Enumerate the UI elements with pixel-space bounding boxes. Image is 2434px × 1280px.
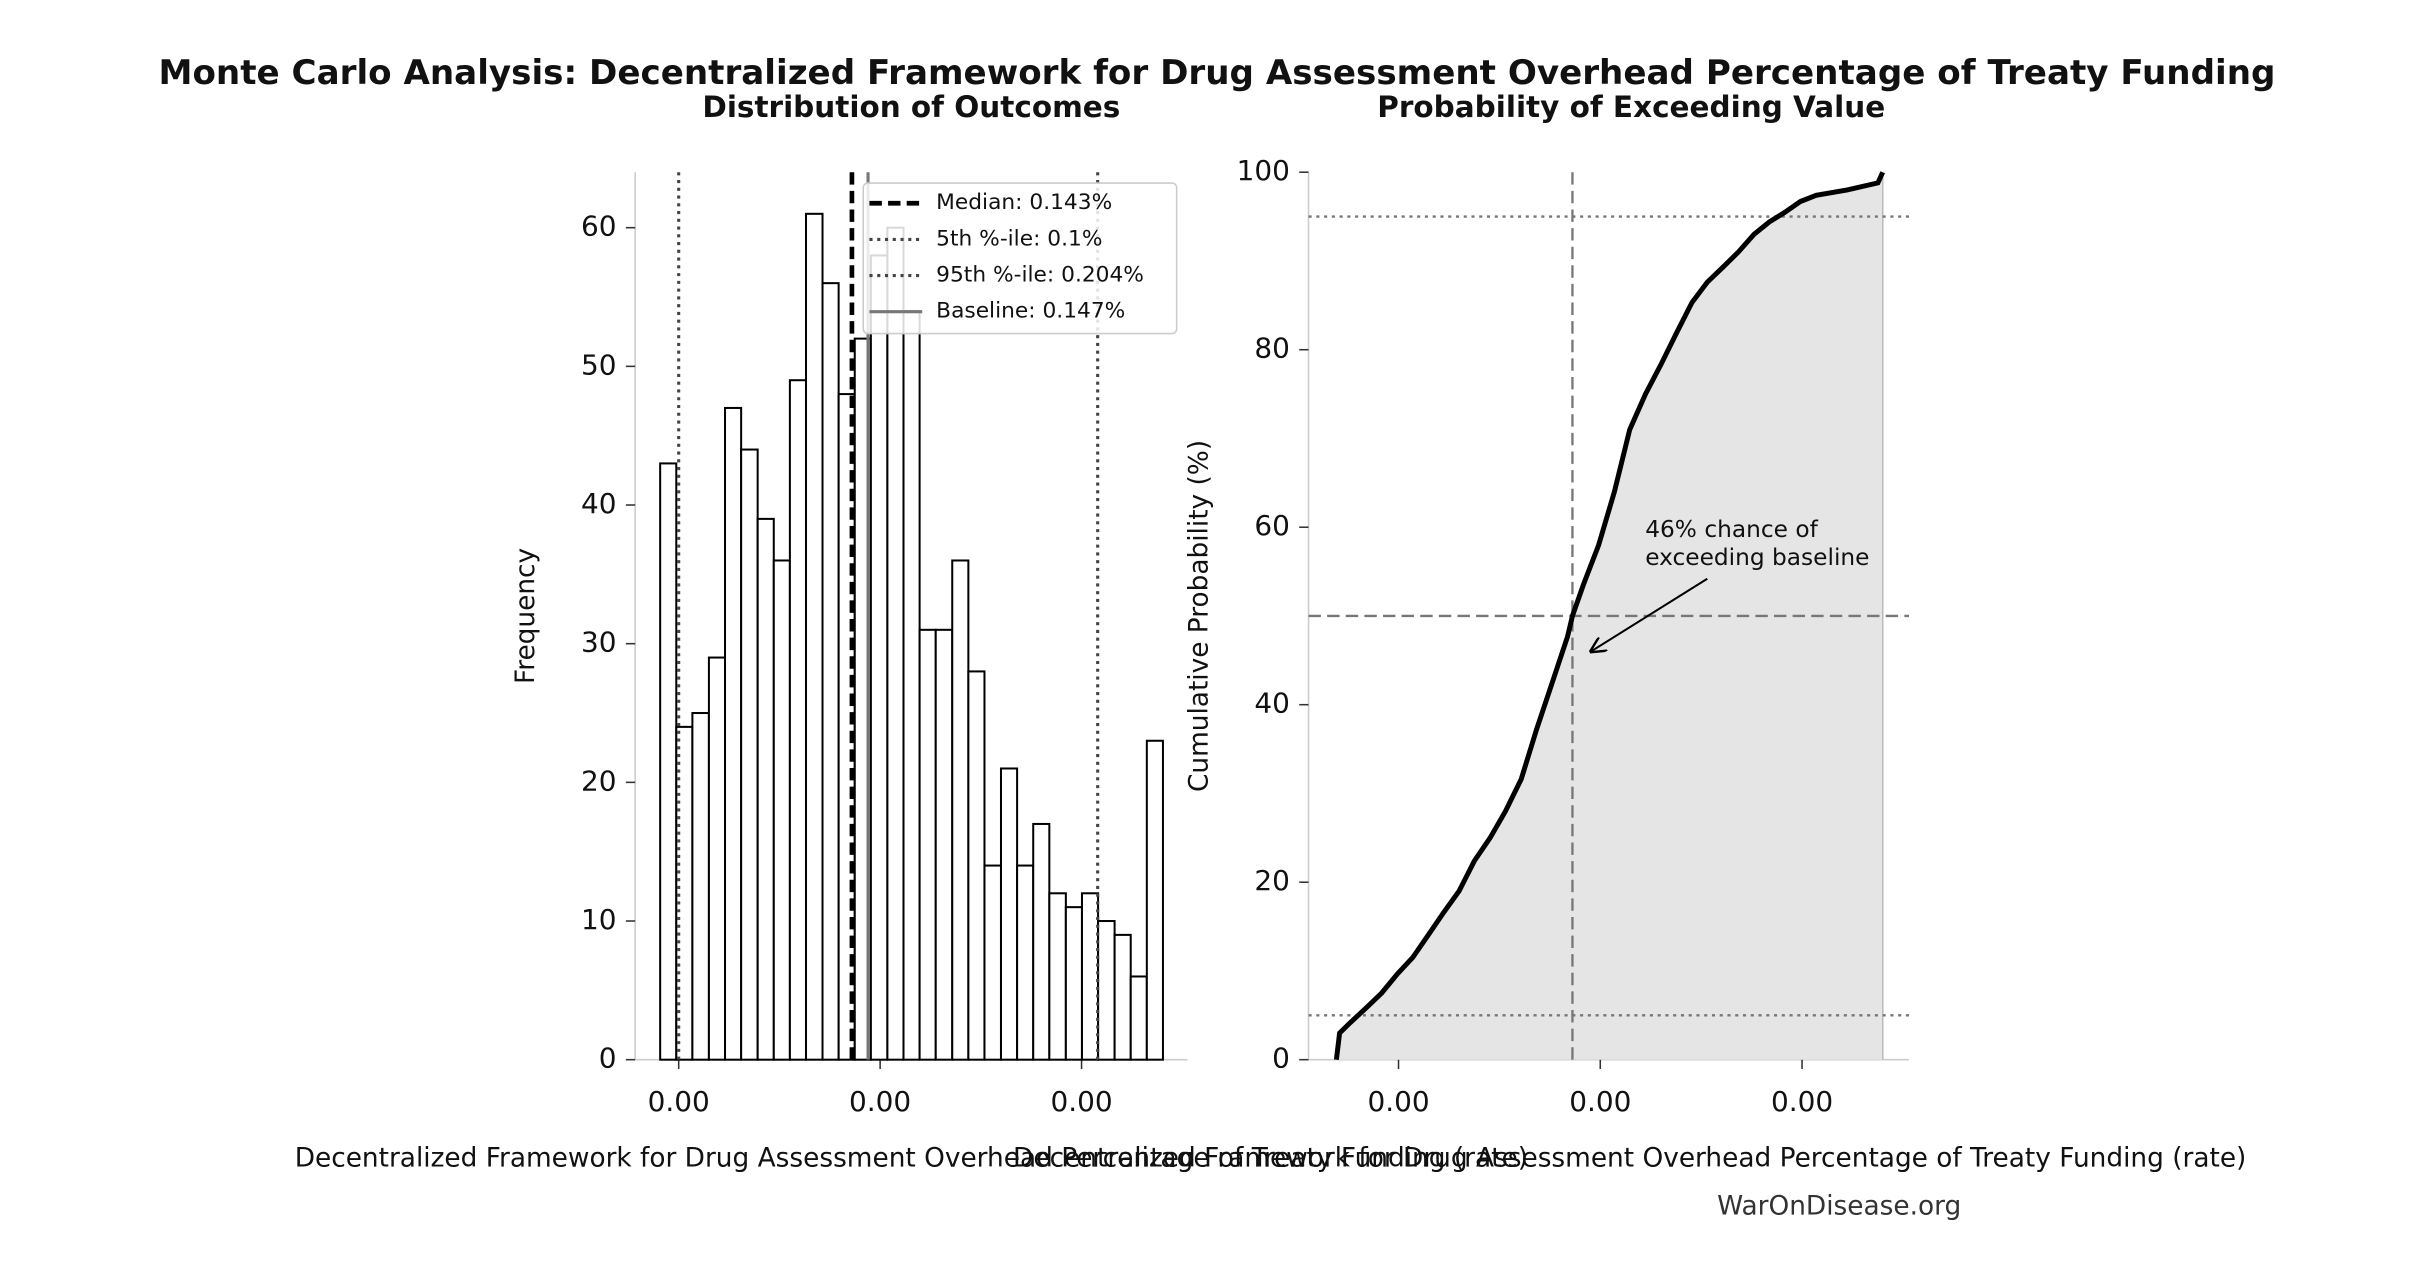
y-tick-label: 10 bbox=[581, 903, 617, 936]
x-tick-label: 0.00 bbox=[849, 1085, 911, 1118]
x-tick-label: 0.00 bbox=[1771, 1085, 1833, 1118]
bar bbox=[951, 559, 970, 1061]
bar bbox=[934, 628, 954, 1061]
bar bbox=[869, 254, 889, 1061]
x-axis-label: Decentralized Framework for Drug Assessm… bbox=[1013, 1143, 2246, 1173]
x-tick-label: 0.00 bbox=[1050, 1085, 1112, 1118]
y-tick-label: 20 bbox=[581, 764, 617, 797]
bar bbox=[1064, 906, 1083, 1061]
annotation-arrow bbox=[1591, 577, 1708, 652]
bar bbox=[1048, 892, 1067, 1061]
bar bbox=[902, 309, 921, 1061]
axis-title: Probability of Exceeding Value bbox=[1377, 90, 1885, 124]
bar bbox=[772, 559, 791, 1061]
bar bbox=[918, 628, 937, 1061]
bar bbox=[1097, 920, 1116, 1061]
y-tick-label: 0 bbox=[1272, 1042, 1290, 1075]
y-axis-label: Frequency bbox=[511, 548, 541, 684]
y-tick-label: 0 bbox=[599, 1042, 617, 1075]
bar bbox=[1113, 933, 1132, 1061]
y-tick-label: 100 bbox=[1237, 154, 1290, 187]
bar bbox=[999, 767, 1019, 1061]
bar bbox=[804, 212, 824, 1061]
chart-title: Monte Carlo Analysis: Decentralized Fram… bbox=[159, 53, 2276, 93]
bar bbox=[983, 864, 1002, 1061]
bar bbox=[1145, 739, 1164, 1061]
footer: WarOnDisease.org bbox=[1717, 1192, 1961, 1222]
legend-label: Median: 0.143% bbox=[936, 190, 1112, 215]
bar bbox=[724, 406, 743, 1061]
bar bbox=[821, 282, 840, 1061]
bar bbox=[675, 725, 694, 1061]
legend-label: 95th %-ile: 0.204% bbox=[936, 263, 1144, 288]
y-tick-label: 40 bbox=[581, 487, 617, 520]
annotation: 46% chance of bbox=[1645, 516, 1818, 543]
annotation: exceeding baseline bbox=[1645, 544, 1869, 571]
y-tick-label: 80 bbox=[1254, 332, 1290, 365]
bar bbox=[1032, 822, 1051, 1061]
x-tick-label: 0.00 bbox=[1367, 1085, 1429, 1118]
axis-title: Distribution of Outcomes bbox=[702, 90, 1120, 124]
bar bbox=[756, 517, 775, 1061]
legend-box bbox=[862, 182, 1178, 335]
x-axis-label: Decentralized Framework for Drug Assessm… bbox=[295, 1143, 1528, 1173]
x-tick-label: 0.00 bbox=[1569, 1085, 1631, 1118]
line bbox=[1333, 171, 1885, 1060]
y-tick-label: 30 bbox=[581, 626, 617, 659]
y-tick-label: 60 bbox=[1254, 509, 1290, 542]
bar bbox=[788, 379, 808, 1061]
bar bbox=[967, 670, 986, 1061]
bar bbox=[1016, 864, 1035, 1061]
bar bbox=[1080, 892, 1100, 1061]
bar bbox=[886, 226, 905, 1061]
y-tick-label: 20 bbox=[1254, 864, 1290, 897]
bar bbox=[691, 712, 710, 1061]
legend-label: 5th %-ile: 0.1% bbox=[936, 226, 1102, 251]
bar bbox=[659, 462, 678, 1061]
bar bbox=[1129, 975, 1148, 1061]
y-tick-label: 60 bbox=[581, 210, 617, 243]
y-tick-label: 40 bbox=[1254, 687, 1290, 720]
y-tick-label: 50 bbox=[581, 348, 617, 381]
bar bbox=[740, 448, 759, 1061]
y-axis-label: Cumulative Probability (%) bbox=[1184, 440, 1214, 792]
bar bbox=[707, 656, 727, 1061]
x-tick-label: 0.00 bbox=[648, 1085, 710, 1118]
legend-label: Baseline: 0.147% bbox=[936, 299, 1125, 324]
